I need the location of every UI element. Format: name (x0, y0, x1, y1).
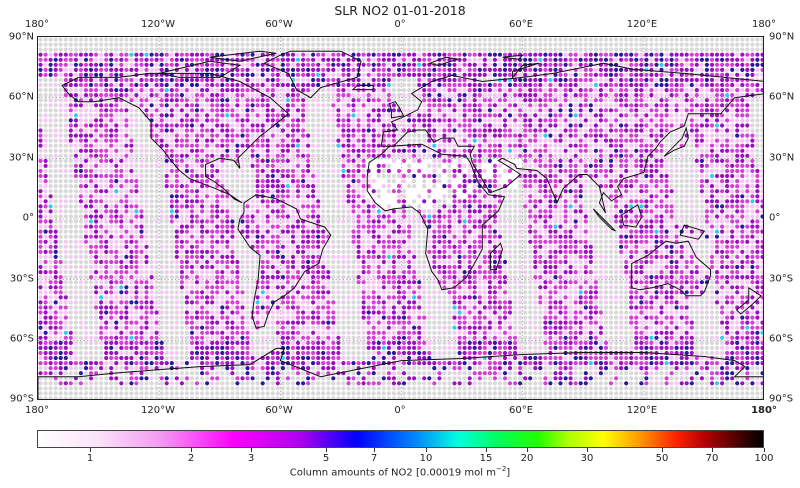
colorbar-title: Column amounts of NO2 [0.00019 mol m−2] (0, 465, 800, 478)
colorbar (37, 430, 764, 448)
data-dots (38, 37, 763, 399)
colorbar-tick-mark (191, 448, 192, 452)
lat-label-right: 0° (769, 212, 781, 224)
colorbar-tick-mark (326, 448, 327, 452)
colorbar-tick-label: 70 (705, 453, 719, 464)
gridlines (38, 37, 763, 399)
lat-label-left: 90°S (9, 393, 34, 405)
lon-label-top: 0° (394, 19, 406, 30)
colorbar-tick-mark (587, 448, 588, 452)
colorbar-title-suffix: ] (506, 467, 511, 479)
lat-label-right: 60°N (769, 91, 795, 103)
lon-label-top: 60°W (265, 19, 293, 30)
colorbar-tick-label: 1 (86, 453, 94, 464)
coastlines (38, 50, 763, 399)
colorbar-tick-label: 20 (520, 453, 534, 464)
lon-label-top: 180° (751, 19, 777, 30)
lon-label-bottom: 60°W (265, 405, 293, 416)
lon-label-bottom: 60°E (508, 405, 534, 416)
lon-label-bottom: 0° (394, 405, 406, 416)
lat-label-right: 30°N (769, 152, 795, 164)
colorbar-tick-mark (662, 448, 663, 452)
lon-label-bottom: 180° (24, 405, 50, 416)
colorbar-tick-label: 50 (655, 453, 669, 464)
colorbar-tick-mark (90, 448, 91, 452)
lon-label-bottom: 120°W (141, 405, 175, 416)
lat-label-left: 60°S (9, 333, 34, 345)
lat-label-left: 30°S (9, 273, 34, 285)
lat-label-right: 90°N (769, 31, 795, 43)
colorbar-tick-label: 3 (247, 453, 255, 464)
lon-label-top: 60°E (508, 19, 534, 30)
colorbar-tick-label: 2 (187, 453, 195, 464)
lon-label-top: 180° (24, 19, 50, 30)
colorbar-title-exponent: −2 (495, 465, 507, 473)
lat-label-right: 30°S (769, 273, 794, 285)
colorbar-tick-mark (426, 448, 427, 452)
lat-label-left: 90°N (8, 31, 34, 43)
colorbar-tick-mark (712, 448, 713, 452)
colorbar-tick-mark (486, 448, 487, 452)
colorbar-tick-label: 5 (322, 453, 330, 464)
colorbar-tick-label: 10 (419, 453, 433, 464)
map-plot-area[interactable] (37, 36, 764, 400)
no2-dot-grid (38, 37, 763, 399)
colorbar-tick-label: 7 (370, 453, 378, 464)
lat-label-left: 60°N (8, 91, 34, 103)
map-title: SLR NO2 01-01-2018 (334, 3, 466, 18)
lat-label-left: 0° (22, 212, 34, 224)
lat-label-left: 30°N (8, 152, 34, 164)
colorbar-tick-label: 100 (754, 453, 774, 464)
lon-label-bottom: 120°E (626, 405, 658, 416)
colorbar-tick-mark (527, 448, 528, 452)
colorbar-title-text: Column amounts of NO2 [0.00019 mol m (289, 467, 496, 479)
colorbar-tick-label: 15 (479, 453, 493, 464)
colorbar-tick-mark (764, 448, 765, 452)
colorbar-tick-label: 30 (580, 453, 594, 464)
lon-label-top: 120°W (141, 19, 175, 30)
lat-label-right: 60°S (769, 333, 794, 345)
lon-label-top: 120°E (626, 19, 658, 30)
colorbar-tick-mark (374, 448, 375, 452)
lat-label-right: 90°S (769, 393, 794, 405)
lon-label-bottom: 180° (751, 405, 777, 416)
colorbar-tick-mark (251, 448, 252, 452)
